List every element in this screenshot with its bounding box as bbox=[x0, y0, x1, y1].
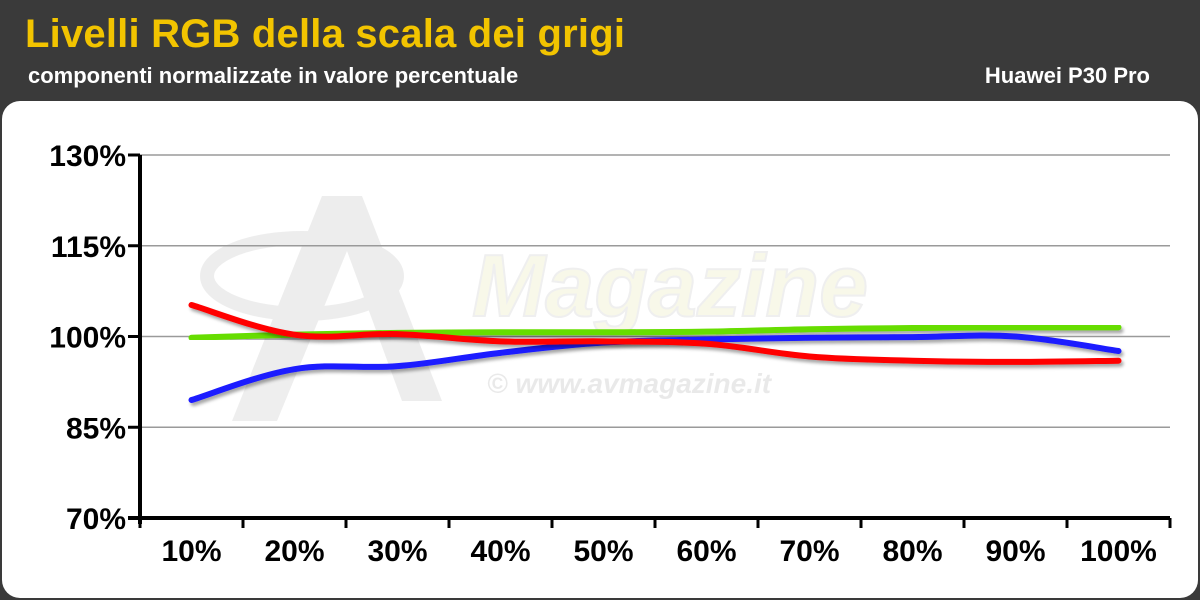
x-tick-label: 60% bbox=[676, 535, 736, 568]
chart-panel: Magazine © www.avmagazine.it 130% 115% 100… bbox=[2, 101, 1198, 598]
x-tick-label: 90% bbox=[985, 535, 1045, 568]
y-tick-label: 85% bbox=[66, 412, 126, 445]
header: Livelli RGB della scala dei grigi compon… bbox=[0, 0, 1200, 100]
watermark-brand: Magazine bbox=[472, 236, 868, 335]
device-name: Huawei P30 Pro bbox=[984, 63, 1150, 88]
watermark-url: © www.avmagazine.it bbox=[487, 368, 773, 399]
x-tick-label: 100% bbox=[1080, 535, 1157, 568]
x-tick-label: 20% bbox=[264, 535, 324, 568]
series-lines bbox=[188, 302, 1122, 404]
x-tick-label: 30% bbox=[367, 535, 427, 568]
series-line-red bbox=[188, 302, 1122, 365]
y-tick-label: 70% bbox=[66, 503, 126, 536]
watermark-logo: Magazine © www.avmagazine.it bbox=[200, 196, 869, 421]
y-tick-label: 115% bbox=[51, 231, 126, 264]
y-axis-ticks: 130% 115% 100% 85% 70% bbox=[49, 140, 126, 536]
chart-subtitle: componenti normalizzate in valore percen… bbox=[28, 63, 519, 88]
x-tick-label: 80% bbox=[882, 535, 942, 568]
chart-title: Livelli RGB della scala dei grigi bbox=[25, 12, 626, 56]
x-tick-label: 10% bbox=[161, 535, 221, 568]
x-tick-label: 40% bbox=[470, 535, 530, 568]
x-tick-label: 70% bbox=[779, 535, 839, 568]
y-tick-label: 100% bbox=[49, 322, 126, 355]
y-tick-label: 130% bbox=[49, 140, 126, 173]
x-axis-ticks: 10% 20% 30% 40% 50% 60% 70% 80% 90% 100% bbox=[161, 535, 1156, 568]
axes bbox=[128, 153, 1172, 528]
line-chart: Magazine © www.avmagazine.it 130% 115% 100… bbox=[49, 140, 1172, 568]
x-tick-label: 50% bbox=[573, 535, 633, 568]
